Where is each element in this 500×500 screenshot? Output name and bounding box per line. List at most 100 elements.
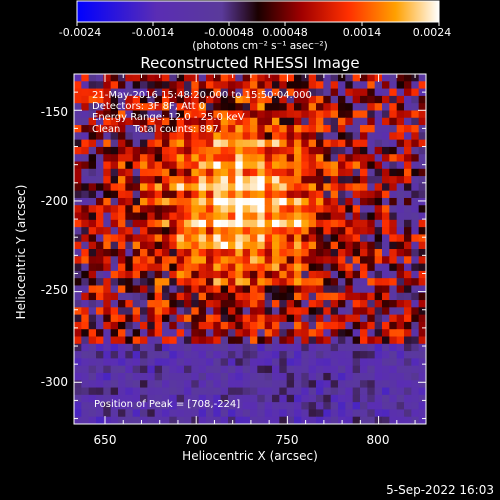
heatmap-cell (250, 394, 258, 403)
heatmap-cell (294, 292, 302, 301)
heatmap-cell (110, 416, 119, 424)
heatmap-cell (147, 402, 156, 411)
heatmap-cell (228, 329, 236, 338)
heatmap-cell (330, 110, 339, 119)
heatmap-cell (294, 256, 302, 265)
heatmap-cell (286, 110, 295, 119)
heatmap-cell (154, 74, 163, 82)
heatmap-cell (396, 154, 405, 163)
heatmap-cell (367, 292, 376, 301)
heatmap-cell (242, 176, 251, 184)
heatmap-cell (154, 183, 163, 192)
heatmap-cell (74, 351, 82, 359)
heatmap-cell (264, 183, 273, 192)
heatmap-cell (74, 132, 82, 141)
heatmap-cell (191, 314, 200, 323)
heatmap-cell (191, 292, 200, 301)
heatmap-cell (88, 329, 97, 338)
heatmap-cell (264, 402, 273, 411)
heatmap-cell (162, 292, 170, 301)
heatmap-cell (352, 227, 361, 236)
heatmap-cell (169, 307, 178, 316)
heatmap-cell (286, 300, 295, 308)
heatmap-cell (228, 365, 236, 374)
heatmap-cell (81, 307, 90, 316)
heatmap-cell (257, 329, 266, 338)
heatmap-cell (330, 168, 339, 177)
heatmap-cell (213, 219, 222, 228)
heatmap-cell (242, 219, 251, 228)
heatmap-cell (132, 249, 141, 257)
heatmap-cell (250, 74, 258, 82)
heatmap-cell (220, 336, 229, 345)
heatmap-cell (389, 402, 398, 411)
heatmap-cell (308, 168, 317, 177)
heatmap-cell (81, 81, 90, 90)
heatmap-cell (286, 387, 295, 396)
heatmap-cell (279, 125, 288, 133)
heatmap-cell (330, 314, 339, 323)
heatmap-cell (132, 132, 141, 141)
heatmap-cell (279, 146, 288, 155)
heatmap-cell (132, 307, 141, 316)
heatmap-cell (352, 409, 361, 418)
heatmap-cell (352, 125, 361, 133)
heatmap-cell (374, 139, 383, 148)
heatmap-cell (132, 110, 141, 119)
heatmap-cell (418, 329, 426, 338)
heatmap-cell (345, 278, 354, 287)
heatmap-cell (220, 168, 229, 177)
heatmap-cell (147, 409, 156, 418)
heatmap-cell (118, 227, 126, 236)
heatmap-cell (345, 307, 354, 316)
heatmap-cell (74, 307, 82, 316)
heatmap-cell (257, 380, 266, 389)
heatmap-cell (228, 125, 236, 133)
heatmap-cell (272, 212, 280, 221)
heatmap-cell (345, 358, 354, 367)
heatmap-cell (360, 241, 368, 250)
heatmap-cell (206, 314, 214, 323)
heatmap-cell (118, 278, 126, 287)
heatmap-cell (191, 365, 200, 374)
heatmap-cell (169, 81, 178, 90)
heatmap-cell (213, 161, 222, 170)
heatmap-cell (360, 95, 368, 104)
heatmap-cell (360, 103, 368, 112)
heatmap-cell (169, 256, 178, 265)
heatmap-cell (323, 358, 332, 367)
heatmap-cell (272, 88, 280, 97)
heatmap-cell (316, 95, 324, 104)
heatmap-cell (316, 292, 324, 301)
heatmap-cell (360, 154, 368, 163)
heatmap-cell (301, 387, 310, 396)
heatmap-cell (206, 351, 214, 359)
heatmap-cell (220, 351, 229, 359)
heatmap-cell (96, 314, 104, 323)
heatmap-cell (250, 314, 258, 323)
heatmap-cell (294, 161, 302, 170)
heatmap-cell (382, 183, 390, 192)
heatmap-cell (272, 402, 280, 411)
heatmap-cell (404, 139, 412, 148)
heatmap-cell (360, 380, 368, 389)
heatmap-cell (323, 380, 332, 389)
heatmap-cell (213, 416, 222, 424)
heatmap-cell (411, 168, 420, 177)
heatmap-cell (352, 146, 361, 155)
heatmap-cell (191, 74, 200, 82)
heatmap-cell (132, 212, 141, 221)
heatmap-cell (103, 285, 112, 294)
heatmap-cell (367, 74, 376, 82)
heatmap-cell (374, 234, 383, 243)
heatmap-cell (396, 263, 405, 272)
heatmap-cell (147, 372, 156, 381)
heatmap-cell (176, 110, 185, 119)
heatmap-cell (140, 278, 148, 287)
heatmap-cell (213, 263, 222, 272)
heatmap-cell (308, 117, 317, 126)
heatmap-cell (411, 394, 420, 403)
heatmap-cell (103, 314, 112, 323)
heatmap-cell (279, 292, 288, 301)
heatmap-cell (250, 212, 258, 221)
